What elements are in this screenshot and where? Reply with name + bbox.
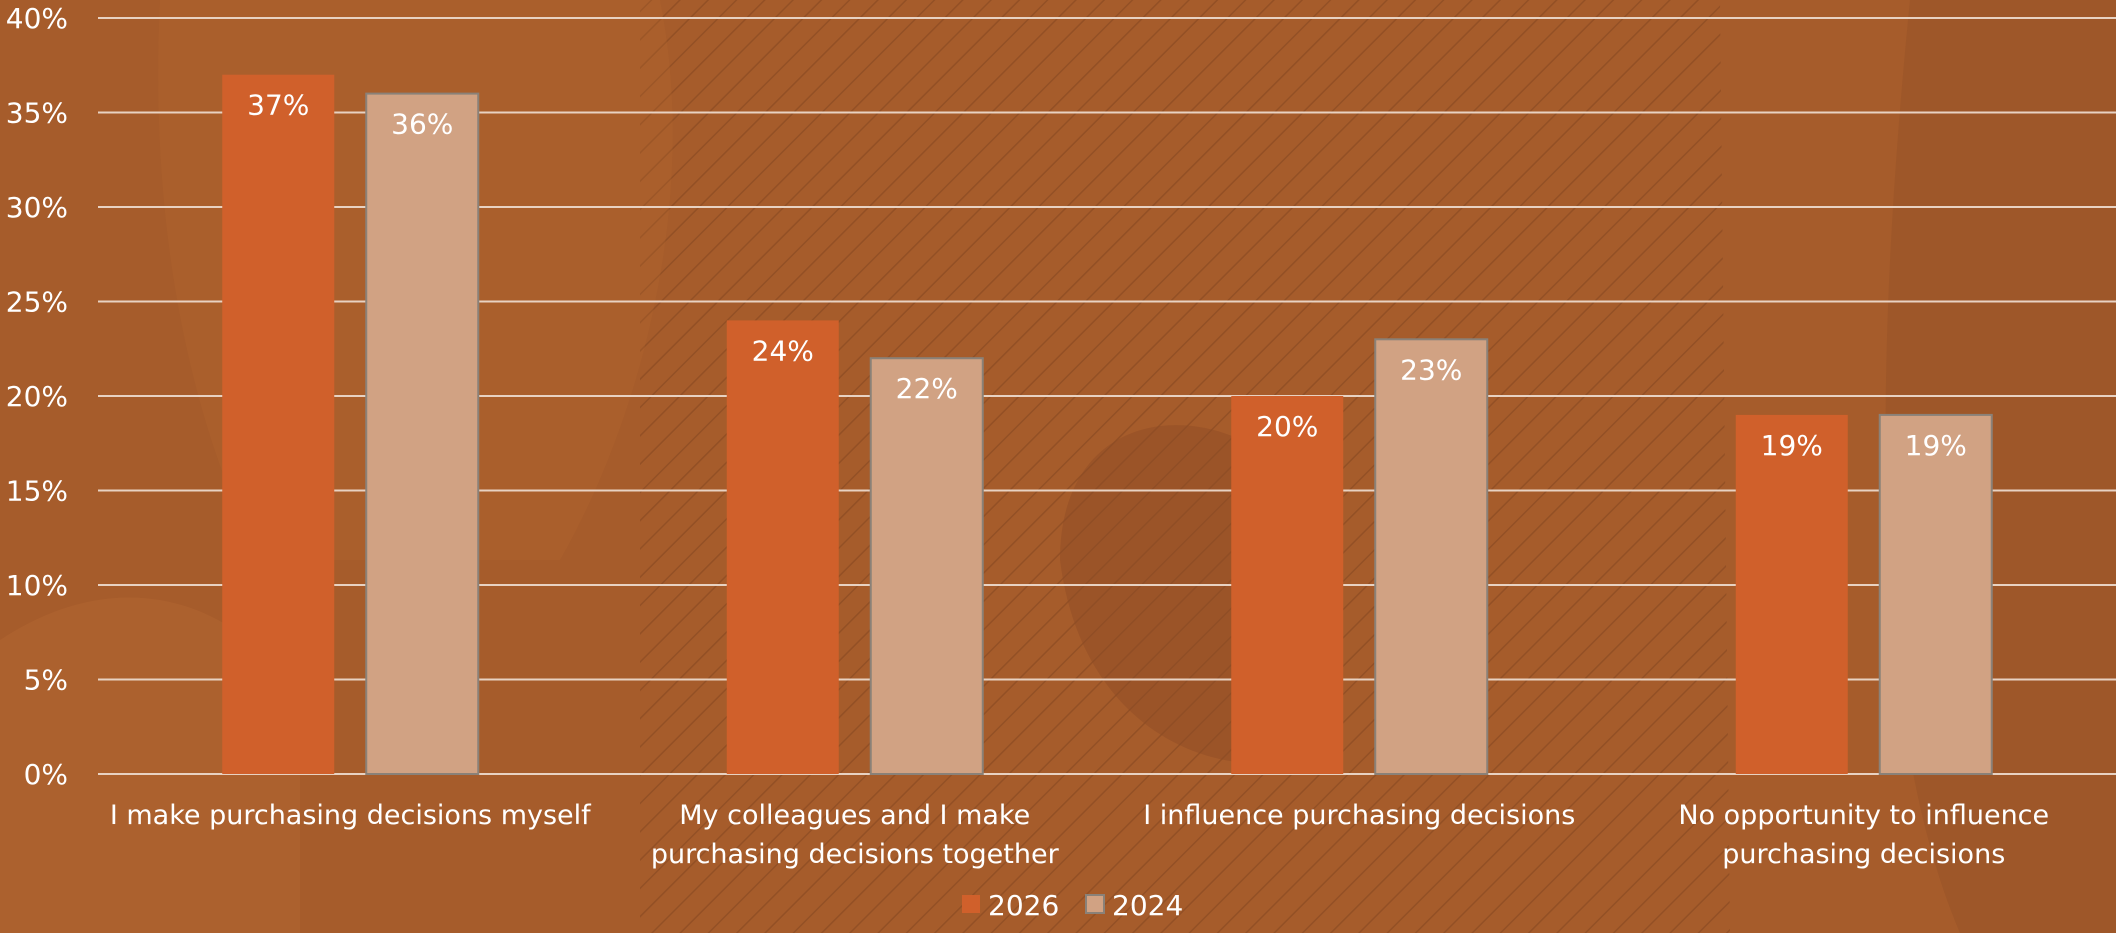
legend-swatch-2024 [1085,894,1105,914]
x-tick-label: No opportunity to influence [1678,800,2049,831]
y-tick-label: 15% [6,475,68,508]
x-tick-label: purchasing decisions together [651,839,1060,870]
data-label: 36% [391,108,453,141]
data-label: 23% [1400,353,1462,386]
bar-2026 [726,320,839,774]
data-label: 37% [247,89,309,122]
bar-2024 [1374,338,1489,775]
y-tick-label: 35% [6,97,68,130]
y-tick-label: 30% [6,191,68,224]
data-label: 19% [1905,429,1967,462]
data-label: 20% [1256,410,1318,443]
bar-2026 [1735,414,1848,774]
x-tick-label: I make purchasing decisions myself [110,800,592,831]
y-tick-label: 10% [6,569,68,602]
x-tick-label: I influence purchasing decisions [1143,800,1575,831]
data-labels: 37% 36% 24% 22% 20% 23% 19% 19% [247,89,1967,462]
y-axis: 0% 5% 10% 15% 20% 25% 30% 35% 40% [6,2,68,791]
bar-2026 [1231,396,1344,774]
data-label: 24% [752,334,814,367]
y-tick-label: 0% [24,758,68,791]
x-axis: I make purchasing decisions myself My col… [110,800,2049,870]
legend: 2026 2024 [962,889,1183,922]
legend-swatch-2026 [962,895,980,913]
y-tick-label: 40% [6,2,68,35]
bar-2024 [1878,413,1993,775]
y-tick-label: 25% [6,286,68,319]
bar-2024 [365,92,480,776]
bar-2024 [869,357,984,775]
bars [222,74,1993,776]
data-label: 22% [896,372,958,405]
legend-label-2026: 2026 [988,889,1059,922]
x-tick-label: purchasing decisions [1722,839,2005,870]
data-label: 19% [1761,429,1823,462]
x-tick-label: My colleagues and I make [679,800,1030,831]
bar-2026 [222,74,335,774]
legend-label-2024: 2024 [1112,889,1183,922]
y-tick-label: 5% [24,664,68,697]
y-tick-label: 20% [6,380,68,413]
